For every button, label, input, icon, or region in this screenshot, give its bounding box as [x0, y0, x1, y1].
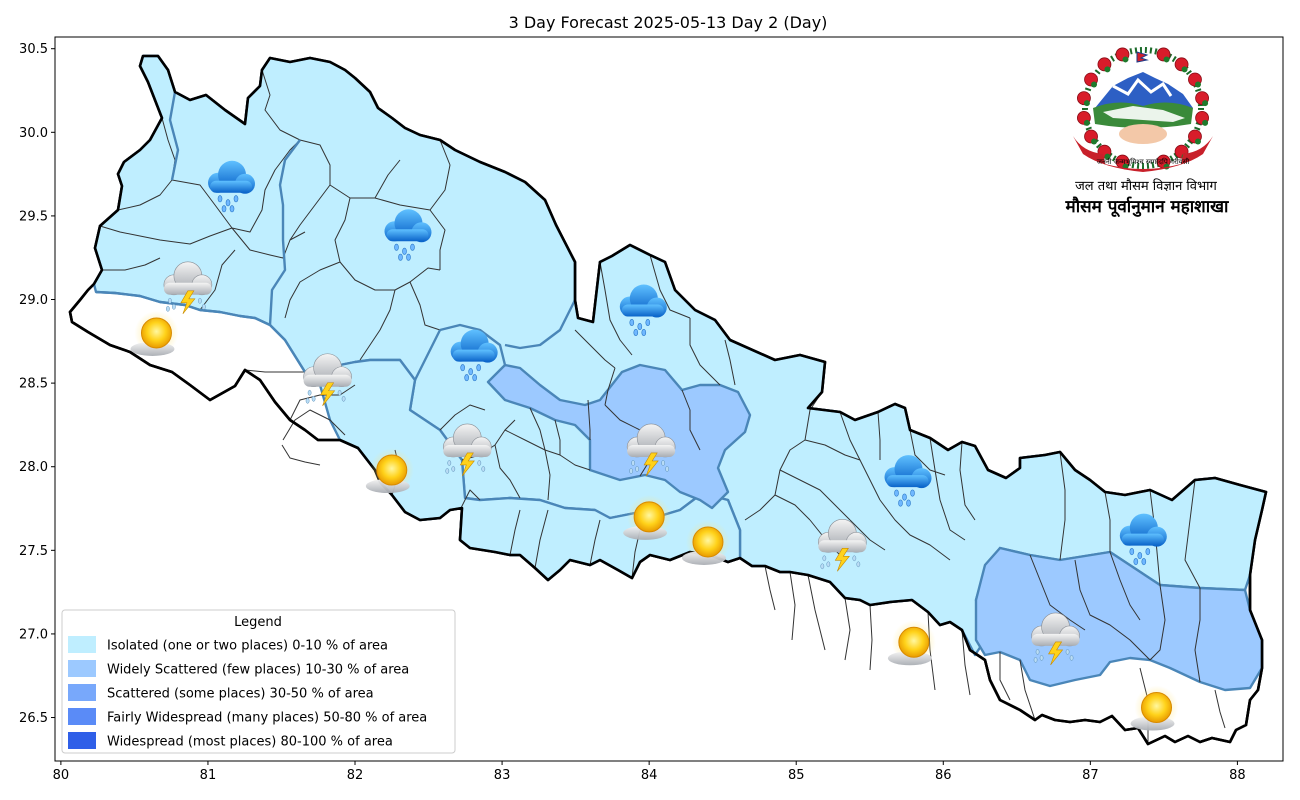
y-tick-label: 28.0: [19, 460, 48, 475]
thunderstorm-icon: [163, 261, 213, 314]
department-name: जल तथा मौसम विज्ञान विभाग: [1075, 178, 1217, 194]
rain-cloud-icon: [884, 455, 932, 507]
y-tick-label: 27.0: [19, 627, 48, 642]
sun-icon: [130, 310, 179, 356]
emblem-motto: जननी जन्मभूमिश्च स्वर्गादपि गरीयसी: [1097, 157, 1190, 166]
national-border: [68, 54, 1268, 746]
province-boundaries: [95, 91, 577, 381]
x-tick-label: 85: [788, 768, 805, 783]
legend-label: Widespread (most places) 80-100 % of are…: [107, 735, 393, 750]
y-tick-label: 29.5: [19, 209, 48, 224]
forecast-zone-widely-scattered-central: [486, 363, 752, 510]
legend-label: Isolated (one or two places) 0-10 % of a…: [107, 639, 388, 654]
rain-cloud-icon: [619, 284, 667, 337]
legend-title: Legend: [234, 615, 282, 630]
x-tick-label: 84: [641, 768, 658, 783]
thunderstorm-icon: [818, 518, 867, 572]
legend-label: Scattered (some places) 30-50 % of area: [107, 687, 374, 702]
thunderstorm-icon: [626, 423, 676, 477]
legend-label: Fairly Widespread (many places) 50-80 % …: [107, 711, 427, 726]
x-tick-label: 80: [53, 768, 70, 783]
legend-swatch: [68, 732, 96, 749]
y-tick-label: 28.5: [19, 377, 48, 392]
x-tick-label: 86: [935, 768, 952, 783]
forecast-zone-widely-scattered-east: [974, 546, 1264, 692]
x-tick-label: 87: [1082, 768, 1099, 783]
x-tick-label: 88: [1229, 768, 1246, 783]
sun-icon: [1130, 685, 1179, 731]
legend: Legend Isolated (one or two places) 0-10…: [61, 609, 456, 754]
sun-icon: [887, 620, 936, 666]
weather-icon-layer: [130, 160, 1179, 731]
thunderstorm-icon: [1031, 612, 1080, 666]
y-tick-label: 30.0: [19, 126, 48, 141]
map-title: 3 Day Forecast 2025-05-13 Day 2 (Day): [509, 13, 828, 32]
y-axis: 30.5 30.0 29.5 29.0 28.5 28.0 27.5 27.0 26.5: [19, 42, 55, 726]
rain-cloud-icon: [208, 160, 256, 213]
sun-icon: [681, 519, 730, 565]
legend-swatch: [68, 684, 96, 701]
thunderstorm-icon: [443, 423, 492, 477]
sun-icon: [623, 494, 672, 540]
x-tick-label: 81: [200, 768, 217, 783]
y-tick-label: 30.5: [19, 42, 48, 57]
sun-icon: [365, 448, 414, 494]
legend-box: [61, 609, 456, 754]
map-layer: [68, 54, 1268, 746]
x-tick-label: 82: [347, 768, 364, 783]
legend-label: Widely Scattered (few places) 10-30 % of…: [107, 663, 409, 678]
y-tick-label: 27.5: [19, 544, 48, 559]
x-axis: 80 81 82 83 84 85 86 87 88: [53, 761, 1246, 783]
y-tick-label: 29.0: [19, 293, 48, 308]
rain-cloud-icon: [384, 209, 432, 261]
y-tick-label: 26.5: [19, 711, 48, 726]
legend-swatch: [68, 660, 96, 677]
rain-cloud-icon: [450, 329, 498, 382]
x-tick-label: 83: [494, 768, 511, 783]
department-emblem: जननी जन्मभूमिश्च स्वर्गादपि गरीयसी: [1073, 47, 1213, 172]
division-name: मौसम पूर्वानुमान महाशाखा: [1065, 196, 1229, 218]
rain-cloud-icon: [1119, 513, 1167, 566]
legend-swatch: [68, 708, 96, 725]
legend-swatch: [68, 636, 96, 653]
thunderstorm-icon: [303, 353, 352, 406]
